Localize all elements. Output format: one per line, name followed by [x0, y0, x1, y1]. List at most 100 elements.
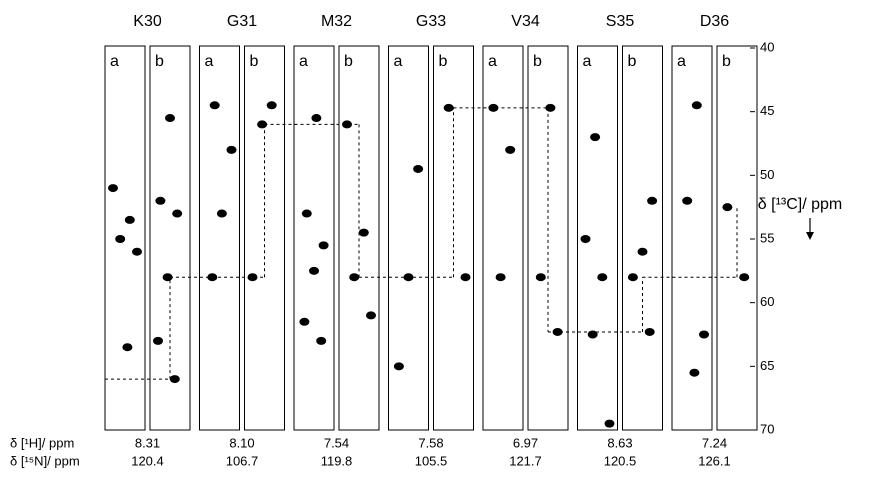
- y-tick-label: 70: [760, 421, 774, 436]
- y-tick-label: 40: [760, 39, 774, 54]
- peak: [301, 209, 312, 218]
- peak: [162, 273, 173, 282]
- y-tick-label: 65: [760, 358, 774, 373]
- peak: [349, 273, 360, 282]
- strip: [338, 45, 380, 431]
- peak: [597, 273, 608, 282]
- residue-label: S35: [606, 13, 635, 30]
- peak: [122, 343, 133, 352]
- strip-label: b: [250, 53, 259, 70]
- row-label: δ [¹⁵N]/ ppm: [10, 453, 80, 468]
- strip-label: b: [439, 53, 448, 70]
- peak: [393, 362, 404, 371]
- peak: [165, 114, 175, 123]
- peak: [266, 101, 277, 110]
- peak: [590, 133, 601, 142]
- peak: [552, 327, 563, 336]
- peak: [587, 330, 598, 339]
- peak: [460, 273, 471, 282]
- peak: [366, 311, 376, 320]
- strip-label: b: [628, 53, 637, 70]
- peak: [699, 330, 709, 339]
- strip: [527, 45, 569, 431]
- strip-label: a: [205, 53, 214, 70]
- peak: [505, 145, 516, 154]
- shift-label: 7.58: [418, 435, 443, 450]
- strip: [716, 45, 758, 431]
- shift-label: 8.31: [135, 435, 160, 450]
- shift-label: 105.5: [415, 453, 448, 468]
- strip-label: a: [299, 53, 308, 70]
- shift-label: 121.7: [509, 453, 542, 468]
- peak: [722, 203, 733, 212]
- strip: [244, 45, 285, 431]
- residue-label: D36: [700, 13, 729, 30]
- shift-label: 119.8: [321, 453, 353, 468]
- shift-label: 106.7: [226, 453, 259, 468]
- strip: [104, 45, 146, 431]
- shift-label: 126.1: [698, 453, 731, 468]
- strip-label: a: [110, 53, 119, 70]
- arrow-head: [806, 232, 814, 240]
- peak: [358, 228, 369, 237]
- shift-label: 7.54: [324, 435, 349, 450]
- peak: [316, 336, 327, 345]
- peak: [216, 209, 227, 218]
- shift-label: 6.97: [513, 435, 538, 450]
- peak: [488, 103, 499, 112]
- strip: [577, 45, 618, 431]
- peak: [311, 114, 322, 123]
- peak: [132, 247, 142, 256]
- strip: [199, 45, 240, 431]
- shift-label: 8.63: [607, 435, 632, 450]
- peak: [647, 196, 658, 205]
- strip: [622, 45, 663, 431]
- residue-label: M32: [321, 13, 352, 30]
- peak: [124, 215, 135, 224]
- peak: [318, 241, 329, 250]
- peak: [247, 273, 258, 282]
- peak: [413, 164, 424, 173]
- shift-label: 120.4: [131, 453, 164, 468]
- shift-label: 8.10: [229, 435, 254, 450]
- peak: [637, 247, 648, 256]
- peak: [155, 196, 166, 205]
- peak: [604, 419, 615, 428]
- y-axis-label: δ [¹³C]/ ppm: [758, 196, 842, 213]
- strip: [433, 45, 474, 431]
- strip: [482, 45, 524, 431]
- peak: [443, 103, 454, 112]
- peak: [739, 273, 750, 282]
- strip-label: a: [583, 53, 592, 70]
- shift-label: 7.24: [702, 435, 727, 450]
- peak: [545, 103, 556, 112]
- peak: [169, 375, 180, 384]
- row-label: δ [¹H]/ ppm: [10, 435, 74, 450]
- peak: [309, 266, 319, 275]
- residue-label: G33: [416, 13, 446, 30]
- strip-label: b: [533, 53, 542, 70]
- peak: [172, 209, 183, 218]
- residue-label: K30: [133, 13, 162, 30]
- peak: [691, 101, 702, 110]
- peak: [108, 184, 118, 193]
- y-tick-label: 60: [760, 294, 774, 309]
- shift-label: 120.5: [604, 453, 637, 468]
- peak: [689, 368, 700, 377]
- peak: [682, 196, 693, 205]
- y-tick-label: 50: [760, 167, 774, 182]
- strip: [388, 45, 429, 431]
- peak: [580, 235, 591, 243]
- strip-label: a: [677, 53, 686, 70]
- strip-label: b: [344, 53, 353, 70]
- strip: [149, 45, 191, 431]
- peak: [495, 273, 506, 282]
- peak: [627, 273, 638, 282]
- peak: [342, 120, 352, 129]
- peak: [299, 317, 310, 326]
- strip-label: a: [488, 53, 497, 70]
- strip-label: b: [155, 53, 164, 70]
- strip: [671, 45, 713, 431]
- strip-label: b: [722, 53, 731, 70]
